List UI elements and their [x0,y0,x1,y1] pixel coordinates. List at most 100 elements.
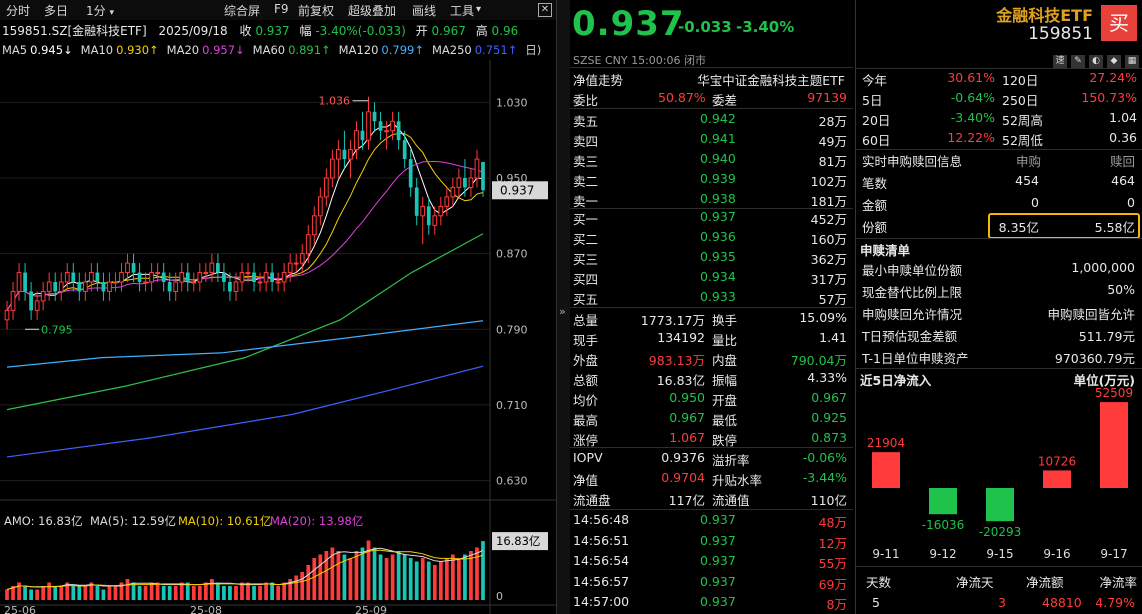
nav-stats-table: IOPV 0.9376 溢折率 -0.06% 净值 0.9704 升贴水率 -3… [570,448,853,508]
level-label: 买三 [573,252,599,267]
inflow-value-label: 10726 [1038,454,1076,468]
period-select[interactable]: 1分 ▾ [86,2,114,19]
tools-button[interactable]: 工具 [450,4,475,18]
overlay-button[interactable]: 超级叠加 [348,4,397,18]
stat-label: 换手 [712,313,738,328]
candle [46,272,52,301]
summary-days: 5 [872,595,880,610]
volume-ma-line [6,549,484,590]
candle [58,272,64,301]
volume-bar [35,589,40,600]
f9-button[interactable]: F9 [274,2,289,16]
x-tick-label: 25-06 [4,604,36,614]
stat-row: 均价 0.950 开盘 0.967 [570,388,853,408]
volume-bar [173,586,178,600]
stat-value: 0.873 [811,430,847,445]
flow-unit: 单位(万元) [1073,373,1135,388]
stat-label: 流通值 [712,493,750,508]
stat-value: 1.067 [669,430,705,445]
kline-chart-pane[interactable]: 159851.SZ[金融科技ETF] 2025/09/18 收 0.937 幅 … [0,20,556,614]
candle [414,178,419,226]
summary-flow-rate-label: 净流率 [1099,575,1137,590]
tick-price: 0.937 [700,594,736,609]
tick-time: 14:57:00 [573,594,630,609]
ma-period-suffix[interactable]: 日) [525,43,542,57]
candle [131,253,136,282]
tool-icon[interactable]: ◐ [1089,55,1103,68]
candle [384,121,389,150]
ask-row[interactable]: 卖三 0.940 81万 [570,149,853,169]
y-tick-label: 0.870 [496,248,528,261]
volume-bar [5,589,9,600]
tool-icon[interactable]: 速 [1053,55,1067,68]
subscribe-column: 申购 [1016,154,1042,169]
ask-row[interactable]: 卖一 0.938 181万 [570,189,853,209]
volume-tag [492,532,548,551]
bid-row[interactable]: 买三 0.935 362万 [570,247,853,267]
level-label: 卖二 [573,174,599,189]
bid-row[interactable]: 买二 0.936 160万 [570,227,853,247]
volume-bar [191,586,196,600]
stat-label: 涨停 [573,433,599,448]
volume-bar [185,582,190,600]
candle [209,253,215,282]
level-label: 买二 [573,232,599,247]
candle [119,263,124,292]
weicha-value: 97139 [807,90,847,105]
nav-trend-row[interactable]: 净值走势 华宝中证金融科技主题ETF [570,68,853,88]
tab-multiday[interactable]: 多日 [44,4,69,18]
level-price: 0.936 [700,229,736,244]
level-label: 卖三 [573,154,599,169]
stat-label: 总额 [573,373,599,388]
volume-bar [264,582,268,600]
candle [287,253,293,282]
stat-value: 983.13万 [648,353,705,368]
ma-legend-item: MA60 0.891↑ [253,43,331,57]
ask-row[interactable]: 卖五 0.942 28万 [570,109,853,129]
perf-value: 30.61% [947,70,995,85]
close-icon[interactable]: ✕ [538,3,552,17]
stat-label: 流通盘 [573,493,611,508]
tool-icon[interactable]: ✎ [1071,55,1085,68]
inflow-value-label: 21904 [867,436,905,450]
stat-label: 最高 [573,413,599,428]
inflow-value-label: -16036 [922,518,965,532]
tab-intraday[interactable]: 分时 [6,4,31,18]
composite-screen-button[interactable]: 综合屏 [224,4,261,18]
candle [101,272,106,301]
buy-button[interactable]: 买 [1101,5,1137,41]
tick-row: 14:56:57 0.937 69万 [570,572,853,592]
y-tick-label: 1.030 [496,96,528,109]
tick-row: 14:56:51 0.937 12万 [570,531,853,551]
volume-bar [270,582,274,600]
perf-label: 52周高 [1002,113,1043,128]
stat-value: 4.33% [807,370,847,385]
volume-bar [119,582,124,600]
tool-icon[interactable]: ▦ [1125,55,1139,68]
inflow-date-label: 9-16 [1043,547,1070,561]
forward-adjust-button[interactable]: 前复权 [298,4,335,18]
tick-price: 0.937 [700,532,736,548]
draw-line-button[interactable]: 画线 [412,4,437,18]
bid-row[interactable]: 买四 0.934 317万 [570,267,853,287]
ask-row[interactable]: 卖二 0.939 102万 [570,169,853,189]
volume-bar [149,582,154,600]
ask-row[interactable]: 卖四 0.941 49万 [570,129,853,149]
creation-list-value: 50% [1107,282,1135,297]
creation-list-label: 现金替代比例上限 [862,285,963,300]
tool-icon[interactable]: ◆ [1107,55,1121,68]
bid-row[interactable]: 买一 0.937 452万 [570,207,853,227]
kline-chart[interactable]: 1.0300.9500.8700.7900.7100.6301.0360.795… [0,60,556,614]
volume-bar [179,582,184,600]
bid-row[interactable]: 买五 0.933 57万 [570,287,853,307]
volume-bar [348,558,353,600]
inflow-value-label: 52509 [1095,388,1133,400]
volume-header-ma10: MA(10): 10.61亿 [178,514,271,528]
stat-value: 16.83亿 [656,373,705,388]
volume-bar [11,586,15,600]
expand-arrow-icon[interactable]: » [559,305,566,318]
stat-value: 790.04万 [790,353,847,368]
performance-table: 今年 30.61% 120日 27.24% 5日 -0.64% 250日 150… [856,68,1142,148]
candle [137,263,142,292]
volume-bar [444,558,449,600]
